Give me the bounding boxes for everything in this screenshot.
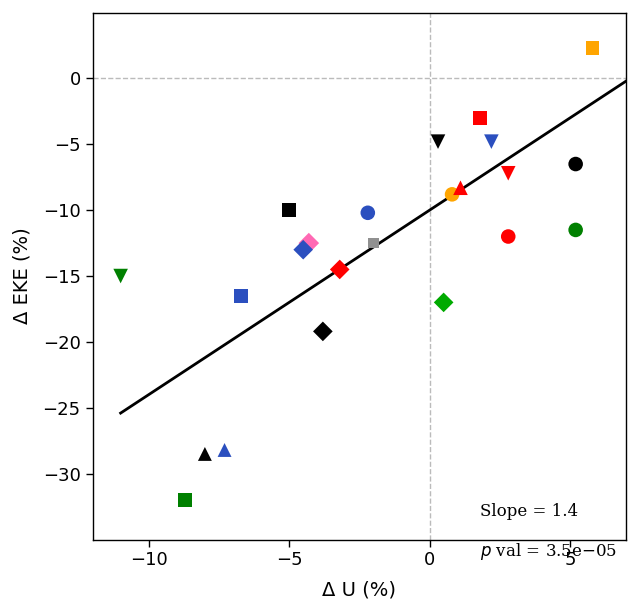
- Point: [284, 205, 294, 215]
- Point: [503, 231, 513, 241]
- Point: [486, 136, 497, 146]
- Point: [180, 495, 190, 505]
- Point: [200, 449, 210, 459]
- Y-axis label: Δ EKE (%): Δ EKE (%): [13, 228, 31, 324]
- Point: [475, 113, 485, 123]
- Point: [570, 159, 580, 169]
- Point: [447, 190, 457, 200]
- Point: [588, 43, 598, 53]
- Point: [304, 238, 314, 248]
- Point: [368, 238, 378, 248]
- Text: Slope = 1.4: Slope = 1.4: [480, 503, 579, 520]
- Point: [363, 208, 373, 218]
- Point: [236, 291, 246, 300]
- Point: [438, 297, 449, 307]
- Point: [298, 245, 308, 255]
- Point: [503, 168, 513, 178]
- Point: [220, 445, 230, 455]
- Text: $p$ val = 3.5e−05: $p$ val = 3.5e−05: [480, 541, 617, 562]
- Point: [456, 183, 466, 193]
- Point: [570, 225, 580, 235]
- Point: [433, 136, 443, 146]
- Point: [317, 326, 328, 336]
- X-axis label: Δ U (%): Δ U (%): [323, 581, 396, 600]
- Point: [335, 264, 345, 274]
- Point: [115, 271, 125, 281]
